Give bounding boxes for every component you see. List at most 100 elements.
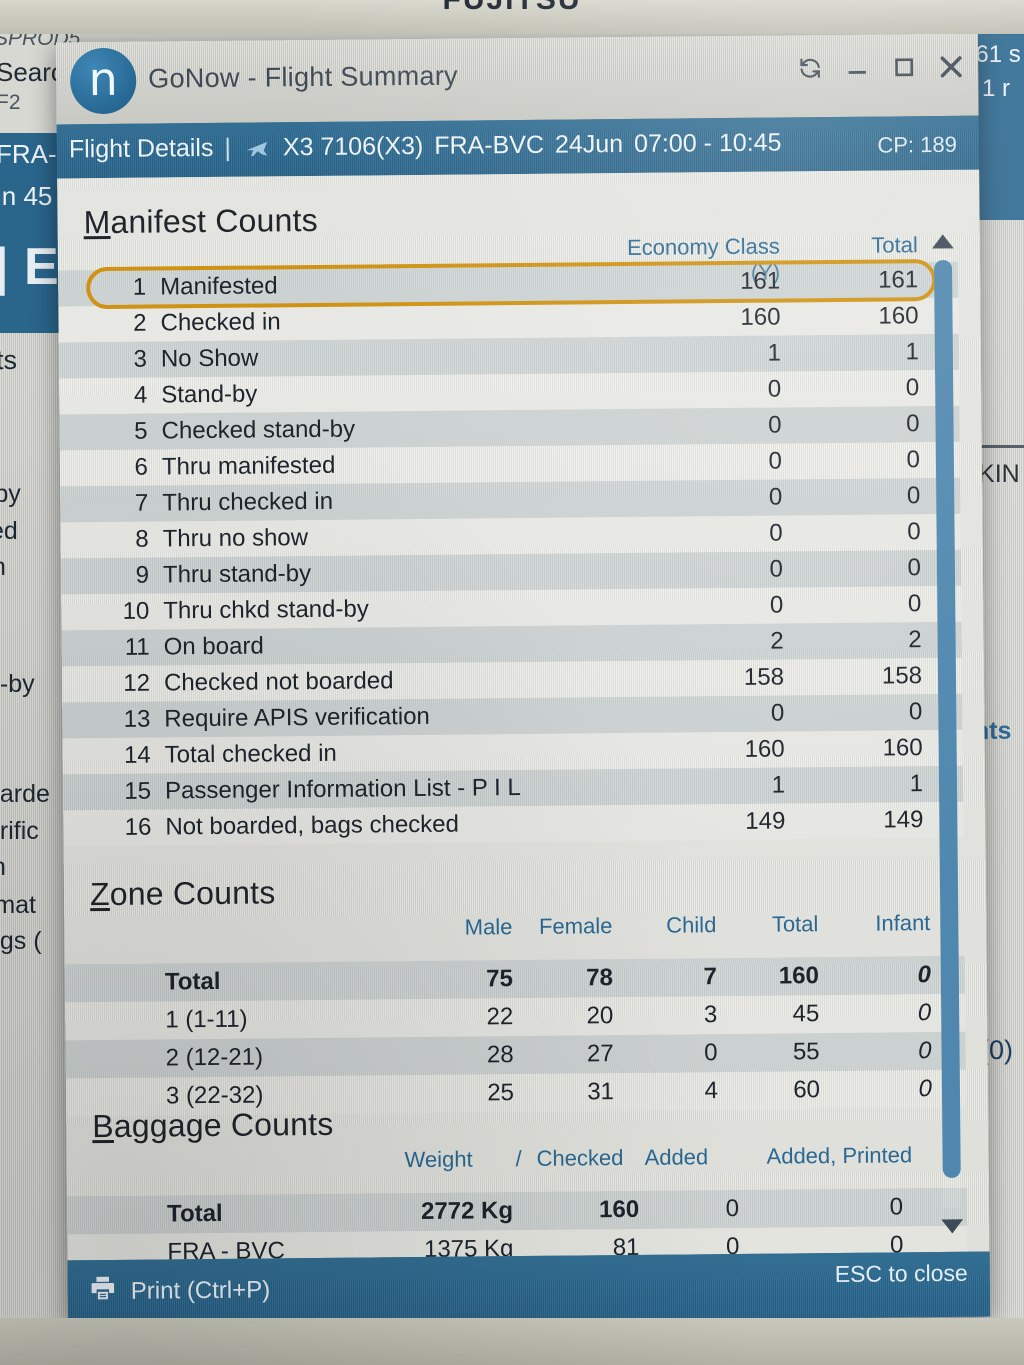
bg-fragment-d-by: d-by [0, 670, 35, 698]
print-button[interactable]: Print (Ctrl+P) [88, 1271, 271, 1310]
bg-fragment-ts: ts [0, 345, 18, 375]
manifest-row-total: 1 [909, 770, 924, 798]
manifest-column-total: Total [871, 232, 918, 258]
zone-cell: 0 [704, 1039, 718, 1067]
zone-cell: 55 [792, 1038, 820, 1066]
zone-cell: 0 [918, 1075, 933, 1103]
manifest-row-economy: 0 [768, 447, 783, 475]
manifest-row-index: 13 [123, 705, 151, 733]
manifest-row-index: 16 [124, 813, 152, 841]
manifest-row-label: Thru stand-by [162, 560, 312, 589]
manifest-row-economy: 1 [767, 339, 782, 367]
zone-title-accel: Z [89, 875, 110, 913]
bg-fragment-erific: erific [0, 817, 39, 845]
manifest-row-label: Checked not boarded [163, 667, 394, 697]
bg-fragment-oarde: oarde [0, 780, 50, 808]
manifest-row-index: 2 [133, 309, 147, 337]
zone-cell: 4 [704, 1077, 719, 1105]
zone-column-header: Male [464, 914, 513, 940]
maximize-icon[interactable] [889, 50, 919, 84]
minimize-icon[interactable] [842, 51, 872, 85]
monitor-brand-label: FUJITSU [442, 0, 581, 17]
manifest-row-label: Passenger Information List - P I L [164, 774, 521, 805]
background-right-divider [960, 445, 1024, 448]
flight-number: X3 7106(X3) [282, 131, 424, 162]
manifest-counts-title: Manifest Counts [83, 202, 318, 241]
manifest-row-index: 10 [122, 597, 150, 625]
baggage-column-header: Weight [404, 1146, 473, 1173]
zone-cell: 28 [486, 1041, 514, 1069]
monitor-bezel-bottom [0, 1318, 1024, 1365]
print-label: Print (Ctrl+P) [130, 1275, 271, 1305]
manifest-row-total: 0 [905, 374, 920, 402]
flight-details-header-left: Flight Details | X3 7106(X3) FRA-BVC 24J… [69, 128, 782, 164]
manifest-row-total: 160 [882, 734, 923, 762]
caret-down-icon[interactable] [939, 1216, 965, 1236]
manifest-row-label: Total checked in [164, 739, 337, 769]
window-controls [795, 50, 966, 86]
manifest-row-label: Thru manifested [161, 451, 336, 481]
airplane-icon [242, 135, 272, 161]
caret-up-icon[interactable] [930, 232, 956, 252]
manifest-row-total: 149 [883, 806, 924, 834]
manifest-row-total: 0 [906, 482, 921, 510]
baggage-cell: 0 [725, 1194, 740, 1223]
bg-fragment-rmat: rmat [0, 891, 36, 919]
manifest-row-economy: 0 [769, 519, 783, 547]
zone-row-label: 2 (12-21) [165, 1043, 264, 1072]
refresh-icon[interactable] [795, 51, 825, 85]
bg-glyph-i: | [0, 238, 9, 296]
flight-summary-dialog: n GoNow - Flight Summary [55, 33, 991, 1326]
zone-cell: 160 [778, 962, 819, 990]
zone-cell: 7 [703, 963, 717, 991]
manifest-row-total: 2 [908, 626, 922, 654]
manifest-row-label: Thru checked in [162, 487, 334, 517]
manifest-row-economy: 158 [743, 663, 785, 691]
manifest-row-total: 1 [905, 338, 920, 366]
manifest-row-total: 160 [878, 302, 919, 330]
manifest-row-economy: 0 [768, 411, 782, 439]
manifest-row-economy: 0 [769, 555, 784, 583]
manifest-row-index: 6 [134, 453, 149, 481]
bg-fragment-in45: in 45 [0, 181, 53, 211]
zone-cell: 0 [918, 1037, 932, 1065]
zone-cell: 78 [586, 964, 613, 992]
bg-fragment-ags: ags ( [0, 927, 42, 955]
esc-to-close-label: ESC to close [834, 1259, 968, 1288]
manifest-row-label: Manifested [160, 272, 278, 301]
monitor-bezel-top: FUJITSU [0, 0, 1024, 34]
zone-cell: 0 [917, 961, 931, 989]
zone-cell: 60 [793, 1076, 821, 1104]
manifest-row-economy: 2 [770, 627, 784, 655]
zone-cell: 27 [586, 1040, 614, 1068]
manifest-row-index: 3 [133, 345, 148, 373]
manifest-row-total: 0 [906, 446, 921, 474]
manifest-row-label: On board [163, 632, 264, 661]
zone-column-header: Child [666, 912, 717, 938]
zone-row-label: Total [164, 967, 221, 996]
zone-cell: 20 [586, 1002, 614, 1030]
manifest-row-label: Not boarded, bags checked [165, 810, 460, 841]
scrollbar-thumb[interactable] [933, 259, 961, 1178]
manifest-row-total: 0 [908, 698, 923, 726]
vertical-scrollbar[interactable] [925, 170, 969, 1252]
manifest-row-economy: 160 [740, 303, 781, 331]
manifest-row-label: Checked stand-by [161, 415, 356, 445]
manifest-row-total: 0 [907, 518, 921, 546]
manifest-row-label: Checked in [160, 308, 281, 337]
zone-column-header: Infant [875, 910, 931, 936]
manifest-row-index: 15 [124, 777, 152, 805]
manifest-title-rest: anifest Counts [110, 201, 318, 240]
manifest-row-economy: 0 [769, 591, 784, 619]
baggage-cell: 0 [889, 1193, 904, 1221]
baggage-cell: 160 [598, 1195, 640, 1224]
bg-fragment-f2: F2 [0, 91, 21, 114]
close-icon[interactable] [936, 50, 966, 84]
flight-details-label[interactable]: Flight Details [68, 133, 214, 164]
manifest-row-total: 0 [906, 410, 920, 438]
zone-title-rest: one Counts [109, 874, 276, 912]
bg-fragment-n2: n [0, 853, 6, 882]
manifest-row[interactable]: 16 Not boarded, bags checked 149 149 [63, 801, 964, 847]
dialog-body: Manifest Counts Economy Class (Y) Total … [57, 169, 990, 1261]
